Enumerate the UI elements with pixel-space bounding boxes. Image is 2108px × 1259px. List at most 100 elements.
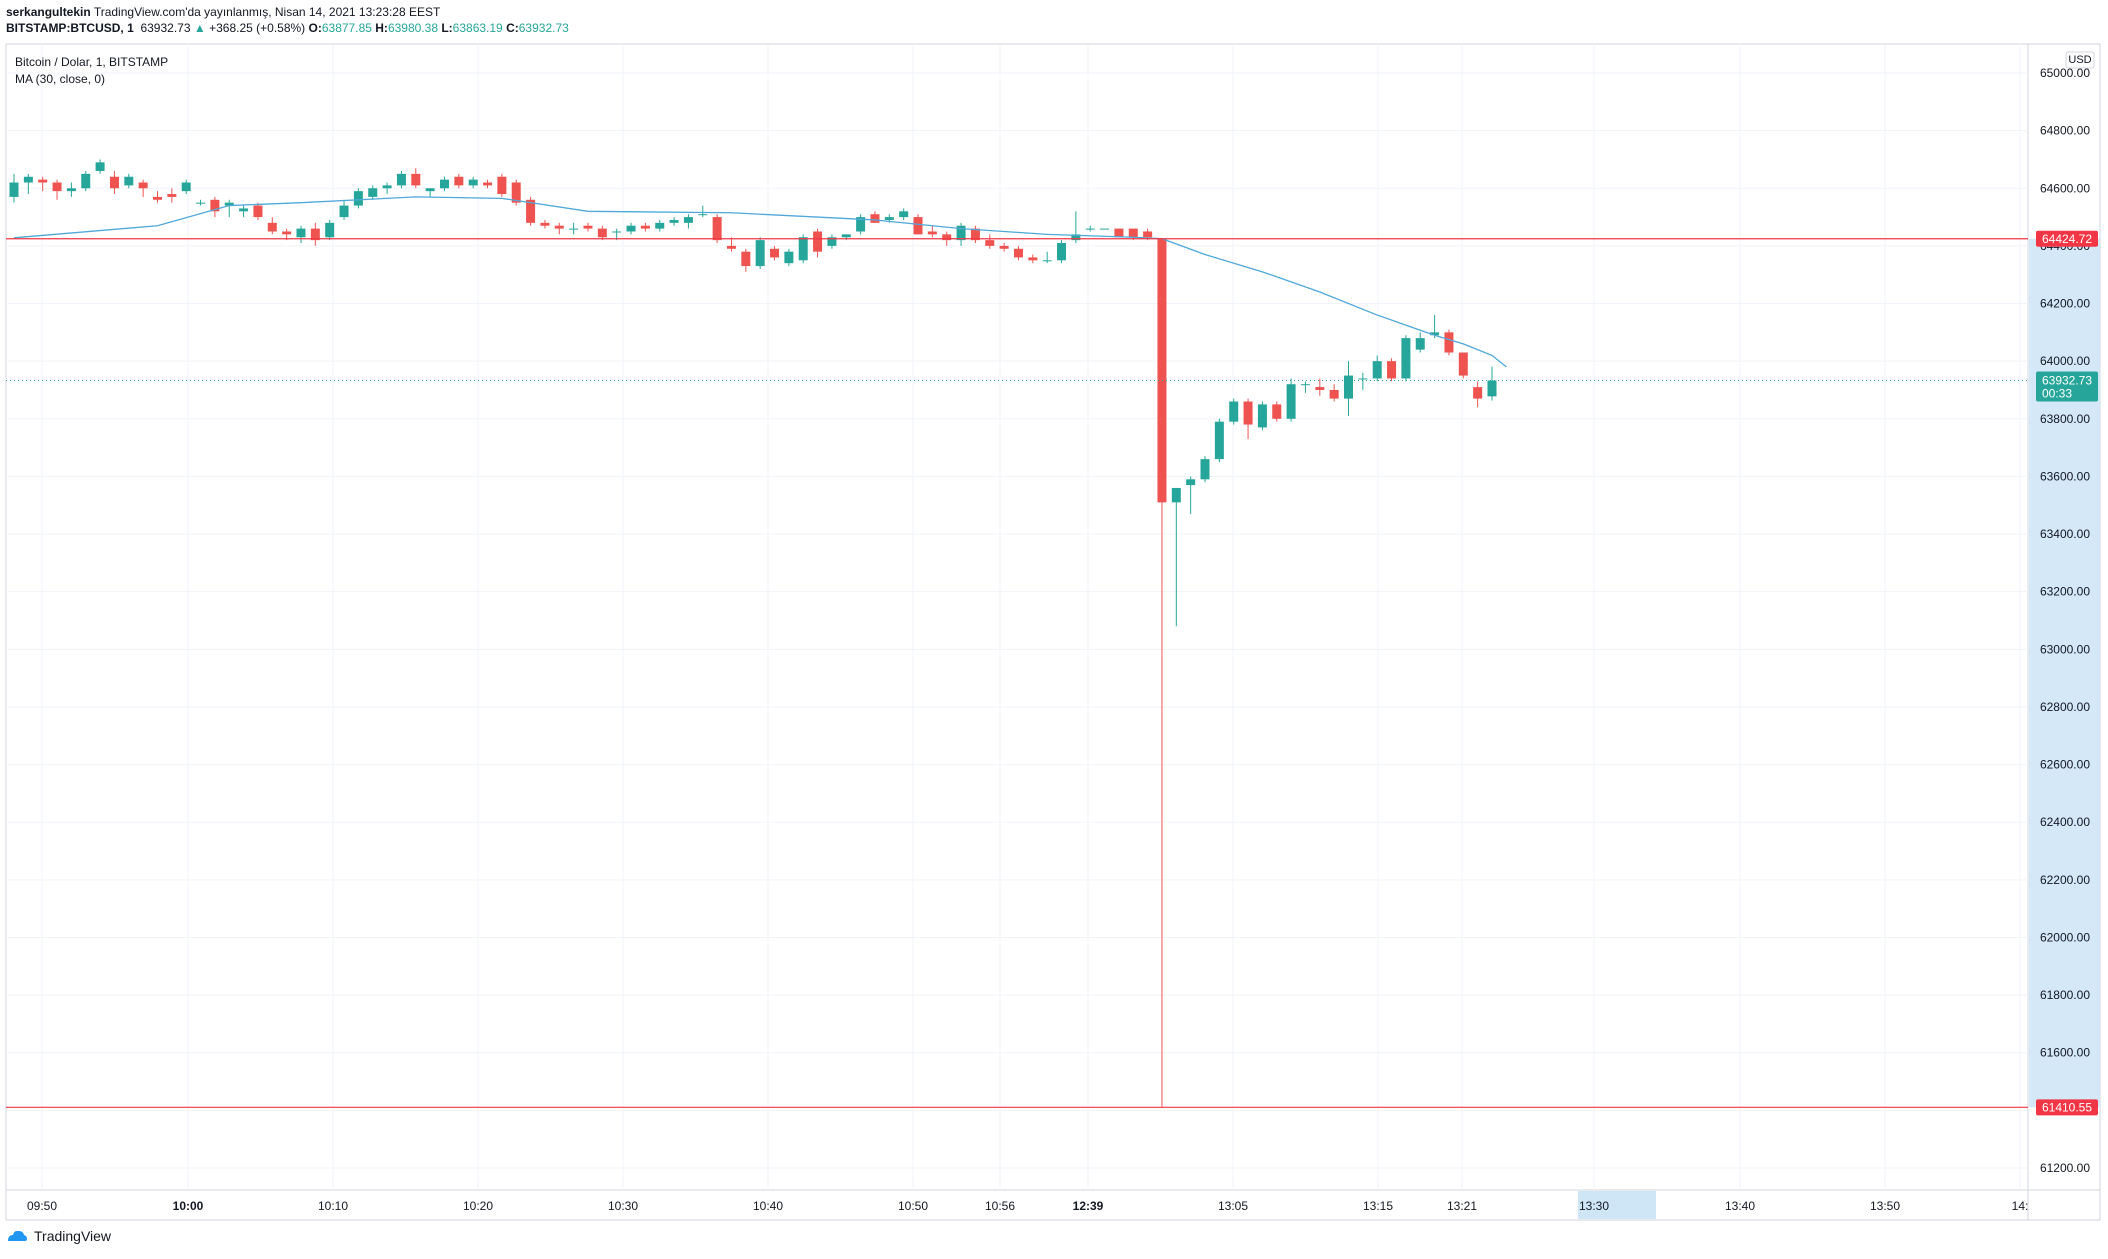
time-tick-label: 13:50: [1870, 1199, 1900, 1213]
candle-body: [1387, 361, 1397, 379]
legend-indicator[interactable]: MA (30, close, 0): [15, 72, 106, 86]
tradingview-logo-icon: [8, 1230, 27, 1241]
candle-body: [1114, 228, 1124, 238]
candle-body: [755, 240, 765, 267]
time-tick-label: 13:15: [1363, 1199, 1393, 1213]
candle: [483, 179, 493, 189]
time-tick-label: 13:05: [1218, 1199, 1248, 1213]
candle: [368, 185, 378, 200]
time-tick-label: 10:40: [753, 1199, 783, 1213]
time-axis[interactable]: 09:50 10:00 10:10 10:20 10:30 10:40 10:50 10:56…: [27, 1199, 2028, 1213]
publish-info: serkangultekin TradingView.com'da yayınl…: [6, 4, 2096, 20]
last-price-tag: [2036, 371, 2098, 402]
candle: [1057, 240, 1067, 264]
candle: [152, 191, 162, 203]
candle: [1329, 384, 1339, 402]
candle: [755, 237, 765, 269]
candle-body: [253, 205, 263, 218]
candle-body: [167, 194, 177, 197]
candle-body: [1358, 378, 1368, 380]
chart-legend: Bitcoin / Dolar, 1, BITSTAMP MA (30, clo…: [15, 54, 168, 88]
candle-body: [1243, 401, 1253, 425]
candle: [138, 179, 148, 197]
candle-body: [52, 182, 62, 192]
candle: [382, 182, 392, 195]
price-tick-label: 64800.00: [2040, 124, 2090, 138]
time-tick-label: 14:: [2012, 1199, 2029, 1213]
price-tick-label: 62800.00: [2040, 700, 2090, 714]
time-highlight: [1578, 1191, 1656, 1219]
candle-body: [698, 214, 708, 216]
candle-body: [583, 225, 593, 229]
candle-body: [9, 182, 19, 197]
low-value: 63863.19: [452, 21, 503, 35]
candle: [325, 219, 335, 241]
candle-body: [511, 182, 521, 203]
candle: [1372, 355, 1382, 382]
candle: [468, 176, 478, 189]
candle: [1401, 335, 1411, 382]
candle-body: [1100, 228, 1110, 230]
candle-body: [81, 173, 91, 189]
candle-body: [899, 211, 909, 218]
candle: [1200, 456, 1210, 483]
candle: [1344, 361, 1354, 416]
candle: [726, 237, 736, 252]
price-tick-label: 64200.00: [2040, 297, 2090, 311]
candle: [239, 205, 249, 218]
candle-body: [913, 217, 923, 235]
candle: [411, 168, 421, 189]
candle: [784, 248, 794, 267]
ohlc-row: BITSTAMP:BTCUSD, 1 63932.73 ▲ +368.25 (+…: [6, 20, 2096, 36]
candle: [1458, 352, 1468, 379]
candle-body: [741, 251, 751, 267]
candle-body: [181, 182, 191, 192]
hline-price-tag: [2036, 1099, 2098, 1116]
footer-brand[interactable]: TradingView: [6, 1228, 111, 1244]
candle-body: [1229, 401, 1239, 422]
candle: [698, 205, 708, 218]
candle: [339, 199, 349, 220]
price-range-highlight: [2029, 238, 2100, 1108]
brand-label: TradingView: [34, 1228, 112, 1244]
publisher-name[interactable]: serkangultekin: [6, 5, 91, 19]
candle-body: [1458, 352, 1468, 376]
candle: [827, 234, 837, 249]
candle-body: [1042, 260, 1052, 262]
candle: [196, 199, 206, 206]
symbol-label[interactable]: BITSTAMP:BTCUSD, 1: [6, 21, 134, 35]
price-tick-label: 64600.00: [2040, 181, 2090, 195]
time-tick-label: 10:50: [898, 1199, 928, 1213]
candle-body: [296, 228, 306, 238]
candle-body: [339, 205, 349, 218]
candle: [655, 219, 665, 232]
candle-body: [798, 237, 808, 261]
candle: [1358, 372, 1368, 390]
candle: [1257, 401, 1267, 431]
candle-body: [325, 222, 335, 238]
legend-title[interactable]: Bitcoin / Dolar, 1, BITSTAMP: [15, 55, 169, 69]
time-tick-label: 10:56: [985, 1199, 1015, 1213]
candle-body: [884, 217, 894, 220]
price-tick-label: 63400.00: [2040, 527, 2090, 541]
candle-body: [310, 228, 320, 241]
candle: [1100, 228, 1110, 230]
open-label: O:: [308, 21, 322, 35]
candle: [640, 222, 650, 232]
candle: [109, 170, 119, 195]
candle: [95, 159, 105, 174]
candle-body: [1444, 332, 1454, 353]
candle-body: [540, 222, 550, 226]
candle: [956, 222, 966, 246]
candle-body: [1344, 375, 1354, 399]
candle: [1444, 329, 1454, 356]
price-axis[interactable]: 65000.0064800.0064600.0064400.0064200.00…: [2036, 51, 2098, 1175]
candle: [1300, 381, 1310, 393]
last-price-label: 63932.73: [2042, 374, 2092, 388]
candle-body: [856, 217, 866, 232]
candle-body: [712, 217, 722, 241]
candle: [927, 225, 937, 238]
candle: [511, 179, 521, 206]
candle-body: [1286, 384, 1296, 419]
